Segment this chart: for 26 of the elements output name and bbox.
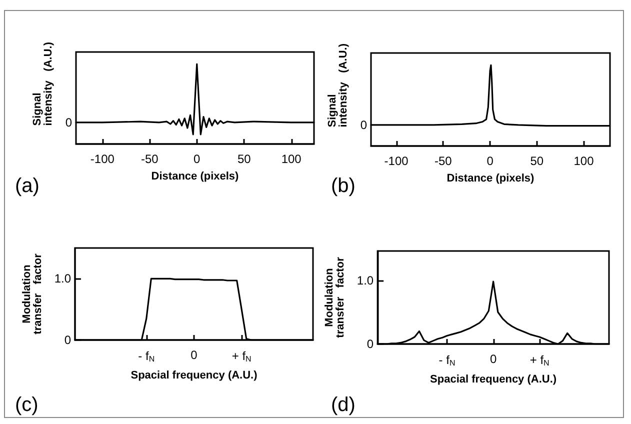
x-tick-label: -100 [90,152,115,166]
x-tick-label: 100 [281,152,302,166]
x-tick-label: -50 [434,154,452,168]
text: (b) [331,175,356,197]
text: (d) [331,394,356,416]
x-tick-label: 0 [490,352,497,366]
x-axis-title: Spacial frequency (A.U.) [430,374,557,386]
x-axis-title: Distance (pixels) [446,172,535,184]
y-axis-title: Signal intensity (A.U.) [32,42,54,126]
x-tick-label: 0 [486,154,494,168]
x-tick-label: -100 [384,154,409,168]
y-axis-title: Signal intensity (A.U.) [326,43,350,128]
x-tick-label: 50 [237,152,252,166]
x-tick-label: -50 [140,152,159,166]
y-tick-label: 1.0 [54,272,72,286]
y-axis-title: Modulation transfer factor [324,256,346,338]
text: (c) [15,394,38,416]
x-tick-label: 50 [530,154,544,168]
x-axis-title: Spacial frequency (A.U.) [130,370,258,382]
x-tick-label: 0 [190,348,198,362]
y-axis-title: Modulation transfer factor [20,252,44,334]
x-tick-label: 100 [574,154,594,168]
text: (a) [15,175,40,197]
y-tick-label: 1.0 [356,273,374,288]
x-axis-title: Distance (pixels) [151,170,240,182]
x-tick-label: 0 [194,152,201,166]
